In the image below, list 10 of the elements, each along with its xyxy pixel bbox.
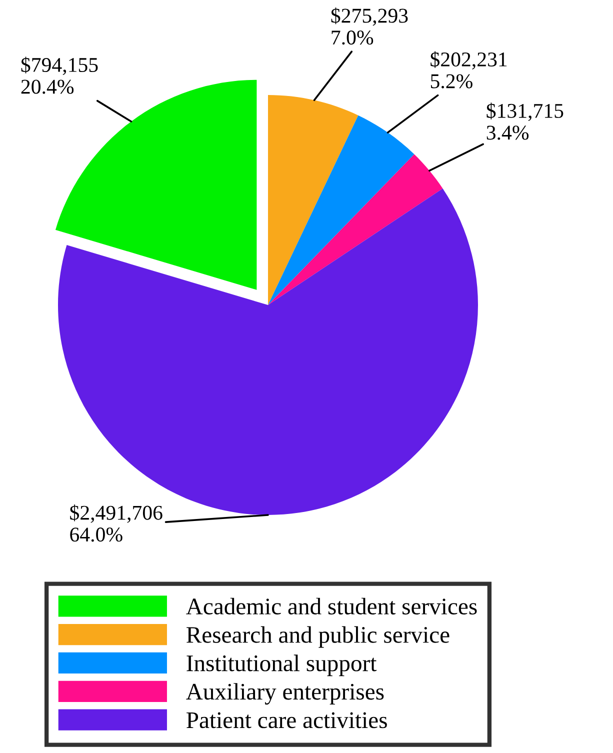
legend-label: Research and public service bbox=[186, 626, 450, 648]
data-label: $2,491,706 64.0% bbox=[70, 504, 162, 542]
legend-label: Academic and student services bbox=[186, 598, 477, 614]
data-label: $131,715 3.4% bbox=[486, 102, 564, 140]
legend-label: Patient care activities bbox=[186, 712, 387, 728]
legend-label: Institutional support bbox=[186, 654, 377, 676]
legend-label: Auxiliary enterprises bbox=[186, 683, 384, 705]
data-label: $794,155 20.4% bbox=[21, 56, 98, 94]
data-label: $275,293 7.0% bbox=[331, 7, 408, 45]
data-label: $202,231 5.2% bbox=[430, 51, 507, 88]
